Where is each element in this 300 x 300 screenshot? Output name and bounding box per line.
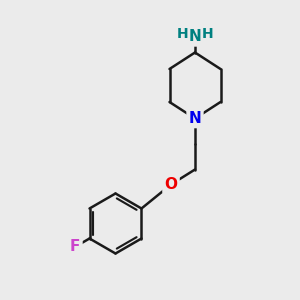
Text: N: N	[189, 29, 201, 44]
Text: H: H	[202, 28, 213, 41]
Text: O: O	[164, 177, 178, 192]
Text: N: N	[189, 111, 201, 126]
Text: F: F	[70, 239, 80, 254]
Text: H: H	[177, 28, 188, 41]
